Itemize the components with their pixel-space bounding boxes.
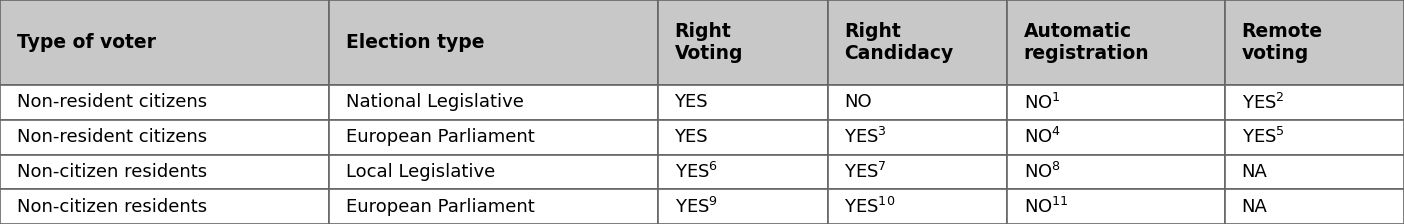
Bar [0, 155, 329, 189]
Bar [0, 189, 329, 224]
Bar [827, 120, 1007, 155]
Text: Remote
voting: Remote voting [1241, 22, 1323, 63]
Text: YES$^{6}$: YES$^{6}$ [674, 162, 717, 182]
Text: NO: NO [1024, 163, 1052, 181]
Bar [1224, 0, 1404, 85]
Text: Non-resident citizens: Non-resident citizens [17, 93, 206, 112]
Text: NO$^{4}$: NO$^{4}$ [1024, 127, 1061, 147]
Text: YES$^{9}$: YES$^{9}$ [674, 197, 717, 217]
Bar [329, 0, 657, 85]
Text: YES: YES [844, 198, 878, 216]
Text: Non-citizen residents: Non-citizen residents [17, 163, 206, 181]
Text: Election type: Election type [345, 33, 484, 52]
Text: NO$^{1}$: NO$^{1}$ [1024, 93, 1060, 112]
Text: European Parliament: European Parliament [345, 128, 535, 146]
Text: National Legislative: National Legislative [345, 93, 524, 112]
Bar [1007, 85, 1224, 120]
Text: YES: YES [674, 198, 708, 216]
Text: Right
Voting: Right Voting [674, 22, 743, 63]
Text: YES: YES [1241, 128, 1275, 146]
Bar [0, 85, 329, 120]
Text: YES$^{7}$: YES$^{7}$ [844, 162, 887, 182]
Bar [827, 189, 1007, 224]
Bar [0, 0, 329, 85]
Bar [827, 155, 1007, 189]
Bar [657, 155, 827, 189]
Bar [657, 189, 827, 224]
Text: YES: YES [674, 93, 708, 112]
Text: Right
Candidacy: Right Candidacy [844, 22, 953, 63]
Text: Type of voter: Type of voter [17, 33, 156, 52]
Text: Automatic
registration: Automatic registration [1024, 22, 1150, 63]
Bar [827, 85, 1007, 120]
Text: NO$^{8}$: NO$^{8}$ [1024, 162, 1060, 182]
Text: Local Legislative: Local Legislative [345, 163, 496, 181]
Bar [329, 120, 657, 155]
Text: NO: NO [1024, 128, 1052, 146]
Bar [1224, 120, 1404, 155]
Bar [329, 155, 657, 189]
Text: NO: NO [1024, 93, 1052, 112]
Bar [1224, 189, 1404, 224]
Text: YES: YES [674, 163, 708, 181]
Text: NO: NO [1024, 198, 1052, 216]
Text: NA: NA [1241, 163, 1268, 181]
Text: NO$^{11}$: NO$^{11}$ [1024, 197, 1068, 217]
Bar [1007, 189, 1224, 224]
Text: Non-citizen residents: Non-citizen residents [17, 198, 206, 216]
Text: YES: YES [844, 128, 878, 146]
Bar [1224, 85, 1404, 120]
Bar [329, 189, 657, 224]
Bar [1007, 120, 1224, 155]
Bar [1007, 0, 1224, 85]
Text: YES$^{10}$: YES$^{10}$ [844, 197, 896, 217]
Bar [657, 120, 827, 155]
Text: Non-resident citizens: Non-resident citizens [17, 128, 206, 146]
Bar [827, 0, 1007, 85]
Text: NO: NO [844, 93, 872, 112]
Bar [1224, 155, 1404, 189]
Bar [657, 85, 827, 120]
Bar [329, 85, 657, 120]
Text: European Parliament: European Parliament [345, 198, 535, 216]
Text: YES$^{5}$: YES$^{5}$ [1241, 127, 1285, 147]
Text: NA: NA [1241, 198, 1268, 216]
Text: YES$^{2}$: YES$^{2}$ [1241, 93, 1285, 112]
Bar [0, 120, 329, 155]
Text: YES: YES [1241, 93, 1275, 112]
Bar [657, 0, 827, 85]
Bar [1007, 155, 1224, 189]
Text: YES: YES [844, 163, 878, 181]
Text: YES$^{3}$: YES$^{3}$ [844, 127, 887, 147]
Text: YES: YES [674, 128, 708, 146]
